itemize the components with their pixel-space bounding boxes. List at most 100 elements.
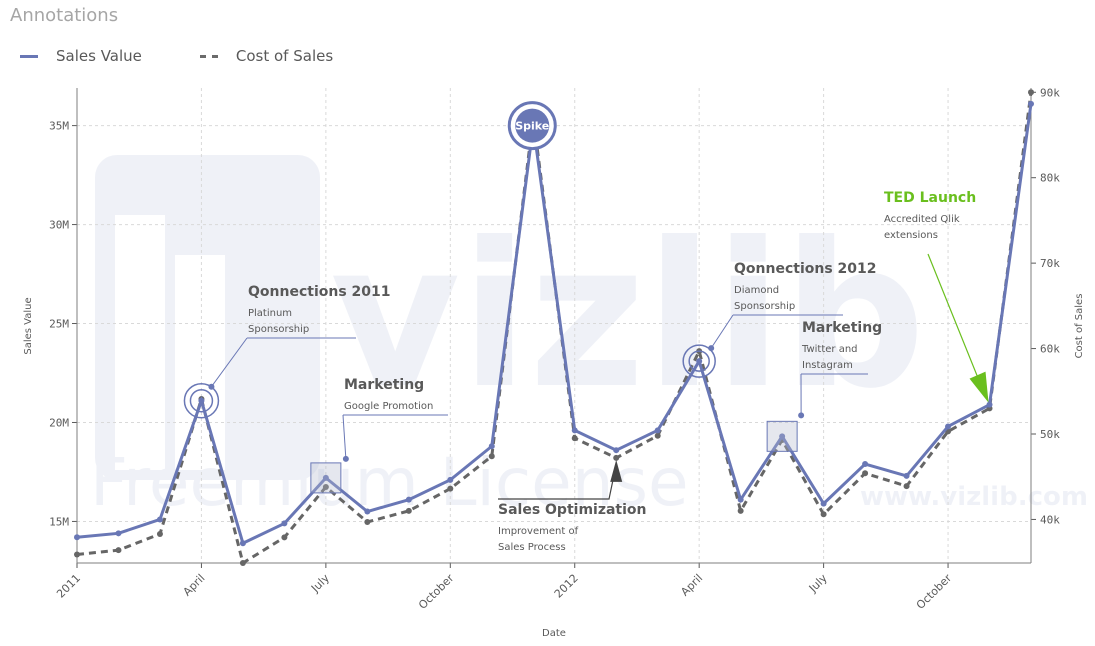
x-tick-label: July [308,571,332,595]
annotation-connector-dot [208,383,215,390]
annotation-title: TED Launch [884,190,976,206]
legend-item-cost[interactable]: Cost of Sales [199,47,333,65]
sales-value-point [488,443,495,450]
watermark: vizlib Freemium License www.vizlib.com [90,155,1088,521]
y-right-tick-label: 40k [1040,513,1060,526]
sales-value-point [696,358,703,365]
cost-of-sales-point [488,453,495,460]
cost-of-sales-point [613,454,620,461]
cost-of-sales-point [654,432,661,439]
annotation-connector-dot [708,345,715,352]
x-tick-label: July [806,571,830,595]
annotation-text: Platinum [248,308,292,319]
watermark-license-text: Freemium License [90,444,689,521]
series-layer [74,89,1034,566]
annotation-text: Twitter and [801,344,858,355]
sales-value-line [76,103,1033,546]
annotation-text: Sales Process [498,542,566,553]
cost-of-sales-line [76,92,1033,566]
watermark-url: www.vizlib.com [860,482,1088,512]
cost-of-sales-point [281,534,288,541]
annotation-text: extensions [884,230,938,241]
chart-title: Annotations [10,5,119,26]
cost-of-sales-point [1028,89,1034,96]
watermark-logo-box [95,155,320,480]
annotation-title: Qonnections 2011 [248,284,391,300]
cost-of-sales-point [862,470,869,477]
annotation-title: Sales Optimization [498,502,647,518]
legend-label-sales: Sales Value [56,47,142,65]
sales-value-point [945,423,952,430]
annotation-circle-inner [688,350,710,372]
y-axis-left-label: Sales Value [23,297,34,354]
cost-of-sales-point [322,483,329,490]
annotation-circle-outer [183,382,220,419]
annotations-layer: Qonnections 2011 Platinum Sponsorship Marke… [183,101,989,553]
cost-of-sales-point [820,511,827,518]
y-left-tick-label: 30M [49,219,69,232]
legend: Sales Value Cost of Sales [20,47,391,65]
sales-value-point [115,530,122,537]
cost-of-sales-point [74,551,80,558]
annotation-text: Improvement of [498,526,579,537]
cost-of-sales-point [239,560,246,566]
y-left-tick-label: 20M [49,416,69,429]
sales-value-point [405,496,412,503]
x-tick-label: 2012 [552,572,581,601]
legend-swatch-solid [20,54,38,58]
sales-value-point [239,540,246,547]
sales-value-point [198,397,205,404]
annotation-text: Sponsorship [248,324,309,335]
annotation-text: Google Promotion [344,401,433,412]
y-left-tick-label: 15M [49,515,69,528]
annotation-text: Diamond [734,285,779,296]
spike-badge [515,108,550,143]
annotation-connector [342,414,347,459]
sales-value-point [571,427,578,434]
x-tick-label: April [678,572,705,599]
sales-value-point [986,401,993,408]
legend-swatch-dashed [199,54,218,58]
y-right-tick-label: 60k [1040,343,1060,356]
y-right-tick-label: 70k [1040,257,1060,270]
sales-value-point [862,461,869,468]
y-left-tick-label: 35M [49,120,69,133]
y-right-tick-label: 80k [1040,172,1060,185]
annotation-connector-dot [798,412,805,419]
x-tick-label: April [181,572,208,599]
annotation-text: Instagram [802,360,853,371]
annotation-circle-inner [189,388,214,413]
sales-value-point [447,476,454,483]
annotation-connector [710,314,734,349]
annotation-arrowhead [610,459,623,482]
cost-of-sales-point [737,507,744,514]
cost-of-sales-point [571,435,578,442]
sales-value-point [613,447,620,454]
annotation-square [310,462,342,494]
annotation-connector [498,479,614,500]
sales-value-point [1028,100,1034,107]
annotation-text: Accredited Qlik [884,214,960,225]
x-axis-label: Date [542,628,566,639]
y-axis-right-label: Cost of Sales [1074,294,1085,359]
x-tick-label: October [416,571,457,612]
legend-item-sales[interactable]: Sales Value [20,47,142,65]
watermark-logo-text: vizlib [330,200,926,433]
sales-value-point [737,496,744,503]
y-right-tick-label: 90k [1040,86,1060,99]
cost-of-sales-point [156,530,163,537]
cost-of-sales-point [903,483,910,490]
y-right-tick-label: 50k [1040,428,1060,441]
annotation-circle-outer [682,344,716,378]
sales-value-point [820,500,827,507]
annotation-title: Qonnections 2012 [734,261,877,277]
annotation-title: Marketing [344,377,424,393]
cost-of-sales-point [405,507,412,514]
cost-of-sales-point [364,518,371,525]
annotation-text: Sponsorship [734,301,795,312]
sales-value-point [654,427,661,434]
annotation-connector-dot [342,455,349,462]
x-tick-label: 2011 [54,572,83,601]
sales-value-point [156,516,163,523]
